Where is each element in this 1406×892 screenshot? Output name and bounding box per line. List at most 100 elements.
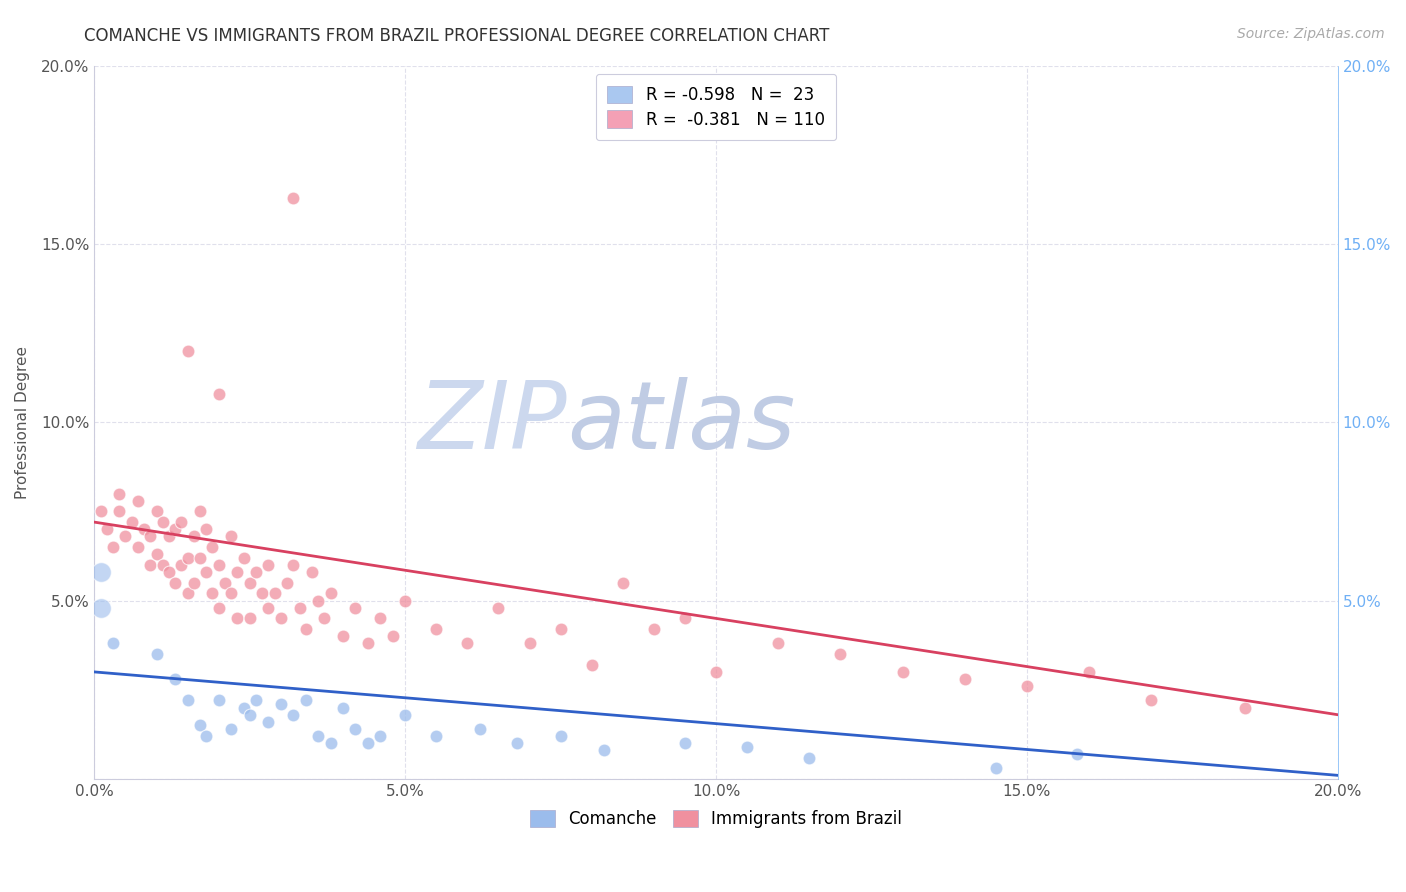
Point xyxy=(1140,693,1163,707)
Point xyxy=(381,629,404,643)
Point xyxy=(294,622,316,636)
Point xyxy=(506,736,529,750)
Point xyxy=(208,600,231,615)
Point xyxy=(176,343,198,358)
Point xyxy=(1066,747,1088,761)
Point xyxy=(283,707,305,722)
Point xyxy=(145,647,167,661)
Point xyxy=(307,593,329,607)
Point xyxy=(152,558,174,572)
Text: ZIP: ZIP xyxy=(418,376,567,467)
Point xyxy=(643,622,665,636)
Text: atlas: atlas xyxy=(567,376,796,467)
Point xyxy=(101,636,124,650)
Point xyxy=(245,693,267,707)
Point xyxy=(165,672,187,686)
Point xyxy=(319,736,342,750)
Point xyxy=(183,575,205,590)
Point xyxy=(176,693,198,707)
Point xyxy=(157,529,180,543)
Point xyxy=(953,672,976,686)
Point xyxy=(283,558,305,572)
Point xyxy=(263,586,285,600)
Point xyxy=(195,565,218,579)
Point xyxy=(127,493,149,508)
Point xyxy=(152,515,174,529)
Point xyxy=(270,697,292,711)
Point xyxy=(170,558,193,572)
Point xyxy=(456,636,478,650)
Point xyxy=(612,575,634,590)
Point xyxy=(425,622,447,636)
Point xyxy=(219,586,242,600)
Point xyxy=(799,750,821,764)
Point xyxy=(176,586,198,600)
Text: Source: ZipAtlas.com: Source: ZipAtlas.com xyxy=(1237,27,1385,41)
Point xyxy=(239,611,262,625)
Point xyxy=(276,575,298,590)
Point xyxy=(226,565,249,579)
Point xyxy=(165,522,187,536)
Point xyxy=(96,522,118,536)
Point xyxy=(208,558,231,572)
Point xyxy=(1233,700,1256,714)
Point xyxy=(90,565,112,579)
Point xyxy=(394,593,416,607)
Point xyxy=(232,550,254,565)
Point xyxy=(108,504,131,518)
Point xyxy=(550,729,572,743)
Point xyxy=(301,565,323,579)
Point xyxy=(332,700,354,714)
Point xyxy=(294,693,316,707)
Point xyxy=(226,611,249,625)
Point xyxy=(90,600,112,615)
Point xyxy=(332,629,354,643)
Text: COMANCHE VS IMMIGRANTS FROM BRAZIL PROFESSIONAL DEGREE CORRELATION CHART: COMANCHE VS IMMIGRANTS FROM BRAZIL PROFE… xyxy=(84,27,830,45)
Point xyxy=(1015,679,1038,693)
Point xyxy=(314,611,336,625)
Point xyxy=(550,622,572,636)
Point xyxy=(195,522,218,536)
Point xyxy=(90,504,112,518)
Point xyxy=(176,550,198,565)
Legend: Comanche, Immigrants from Brazil: Comanche, Immigrants from Brazil xyxy=(523,804,910,835)
Point xyxy=(344,600,367,615)
Point xyxy=(195,729,218,743)
Point xyxy=(593,743,616,757)
Point xyxy=(239,707,262,722)
Point xyxy=(139,558,162,572)
Point xyxy=(145,547,167,561)
Y-axis label: Professional Degree: Professional Degree xyxy=(15,346,30,499)
Point xyxy=(768,636,790,650)
Point xyxy=(165,575,187,590)
Point xyxy=(984,761,1007,775)
Point xyxy=(425,729,447,743)
Point xyxy=(319,586,342,600)
Point xyxy=(673,611,696,625)
Point xyxy=(288,600,311,615)
Point xyxy=(830,647,852,661)
Point xyxy=(188,550,211,565)
Point xyxy=(114,529,136,543)
Point xyxy=(219,529,242,543)
Point xyxy=(188,718,211,732)
Point xyxy=(394,707,416,722)
Point xyxy=(157,565,180,579)
Point xyxy=(488,600,510,615)
Point xyxy=(245,565,267,579)
Point xyxy=(344,722,367,736)
Point xyxy=(201,540,224,554)
Point xyxy=(101,540,124,554)
Point xyxy=(307,729,329,743)
Point xyxy=(357,736,380,750)
Point xyxy=(735,739,758,754)
Point xyxy=(519,636,541,650)
Point xyxy=(132,522,155,536)
Point xyxy=(257,600,280,615)
Point xyxy=(257,714,280,729)
Point xyxy=(188,504,211,518)
Point xyxy=(891,665,914,679)
Point xyxy=(1078,665,1101,679)
Point xyxy=(214,575,236,590)
Point xyxy=(370,611,392,625)
